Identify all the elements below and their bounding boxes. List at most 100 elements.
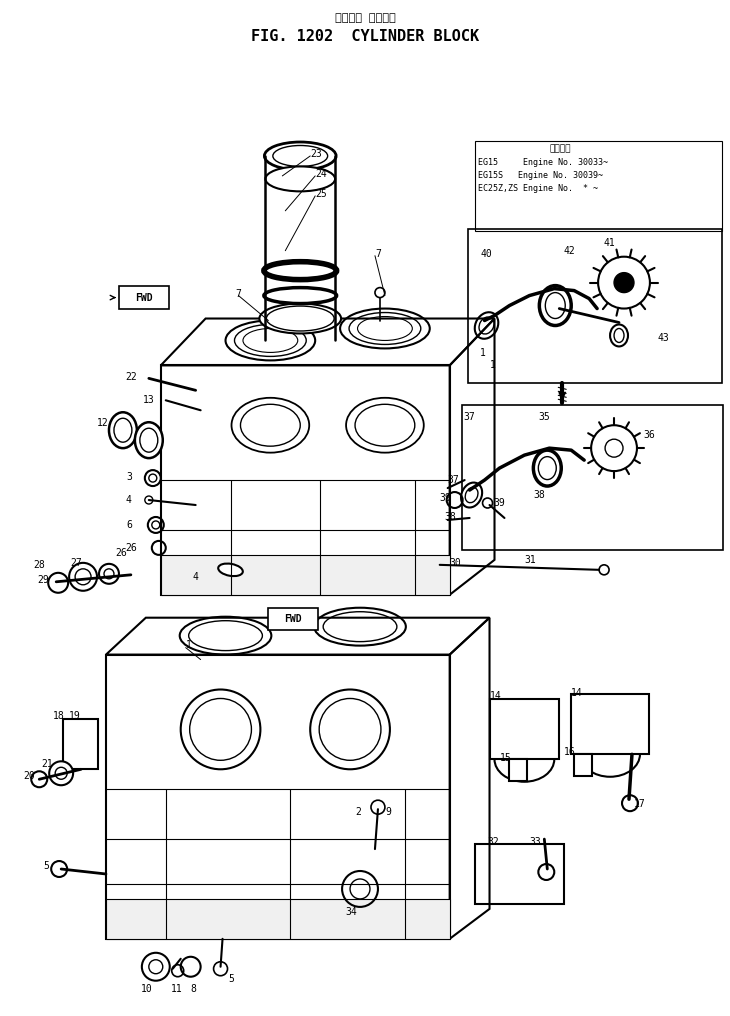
Text: 3: 3 — [126, 472, 132, 483]
Text: 43: 43 — [658, 333, 669, 343]
Text: シリンダ ブロック: シリンダ ブロック — [334, 13, 396, 23]
Circle shape — [591, 426, 637, 471]
Text: 30: 30 — [450, 558, 461, 568]
Ellipse shape — [114, 419, 132, 442]
Text: 適用号機: 適用号機 — [549, 144, 571, 153]
Text: 15: 15 — [499, 753, 511, 763]
Ellipse shape — [614, 328, 624, 342]
Text: 19: 19 — [69, 711, 81, 721]
Text: 18: 18 — [53, 711, 65, 721]
Ellipse shape — [218, 564, 243, 576]
Text: 5: 5 — [43, 861, 49, 871]
Text: 10: 10 — [141, 983, 153, 994]
Polygon shape — [490, 699, 559, 759]
Circle shape — [99, 564, 119, 584]
Ellipse shape — [538, 456, 556, 480]
Text: 41: 41 — [603, 238, 615, 248]
Text: 26: 26 — [125, 543, 137, 553]
Bar — [510, 759, 527, 781]
Circle shape — [69, 563, 97, 590]
Text: 5: 5 — [228, 973, 234, 983]
Text: 29: 29 — [37, 575, 49, 585]
Circle shape — [51, 861, 67, 877]
Text: 26: 26 — [115, 548, 127, 558]
Circle shape — [142, 953, 170, 980]
Circle shape — [149, 960, 163, 973]
Text: 7: 7 — [236, 289, 242, 299]
Circle shape — [75, 569, 91, 585]
Circle shape — [483, 498, 493, 508]
Ellipse shape — [109, 412, 137, 448]
Text: 35: 35 — [539, 412, 550, 423]
Text: 28: 28 — [34, 560, 45, 570]
Circle shape — [145, 470, 161, 486]
Text: FWD: FWD — [285, 614, 302, 624]
Text: 16: 16 — [564, 748, 576, 757]
Text: 32: 32 — [488, 837, 499, 847]
Circle shape — [598, 257, 650, 309]
Ellipse shape — [461, 483, 482, 508]
Ellipse shape — [474, 312, 499, 338]
Ellipse shape — [259, 304, 341, 333]
Text: 1: 1 — [490, 361, 496, 371]
Bar — [474, 844, 564, 904]
Text: 11: 11 — [171, 983, 182, 994]
Text: 20: 20 — [23, 771, 35, 781]
Bar — [468, 229, 722, 383]
Text: 21: 21 — [41, 759, 53, 769]
Bar — [461, 405, 723, 550]
Text: EC25Z,ZS Engine No.  * ~: EC25Z,ZS Engine No. * ~ — [477, 184, 598, 193]
Text: 17: 17 — [634, 800, 646, 809]
Circle shape — [31, 771, 47, 787]
Text: 38: 38 — [534, 490, 545, 500]
Text: 37: 37 — [464, 412, 475, 423]
Text: 13: 13 — [143, 395, 155, 405]
Polygon shape — [161, 555, 450, 594]
Circle shape — [149, 474, 157, 482]
Text: 12: 12 — [97, 419, 109, 429]
Ellipse shape — [479, 317, 494, 334]
Text: 8: 8 — [191, 983, 196, 994]
Circle shape — [55, 767, 67, 779]
Text: 4: 4 — [126, 495, 132, 505]
Text: 1: 1 — [480, 348, 485, 359]
Text: 34: 34 — [345, 907, 357, 916]
Bar — [575, 754, 592, 776]
Bar — [64, 719, 98, 769]
Bar — [474, 141, 722, 231]
Ellipse shape — [610, 324, 628, 346]
Text: FIG. 1202  CYLINDER BLOCK: FIG. 1202 CYLINDER BLOCK — [251, 29, 479, 45]
Circle shape — [605, 439, 623, 457]
Circle shape — [49, 761, 73, 785]
Text: 14: 14 — [571, 688, 583, 698]
Ellipse shape — [135, 423, 163, 458]
Text: EG15     Engine No. 30033~: EG15 Engine No. 30033~ — [477, 157, 607, 167]
Text: 38: 38 — [445, 512, 456, 522]
Circle shape — [104, 569, 114, 579]
Text: 2: 2 — [355, 807, 361, 817]
Ellipse shape — [266, 167, 335, 191]
Text: 39: 39 — [439, 493, 451, 503]
Text: 9: 9 — [385, 807, 391, 817]
Ellipse shape — [534, 450, 561, 486]
Text: EG15S   Engine No. 30039~: EG15S Engine No. 30039~ — [477, 171, 602, 180]
Ellipse shape — [539, 285, 571, 325]
Text: 36: 36 — [643, 430, 655, 440]
Text: 14: 14 — [490, 692, 502, 701]
Ellipse shape — [264, 142, 336, 170]
Text: 4: 4 — [193, 572, 199, 582]
Text: 39: 39 — [493, 498, 505, 508]
Polygon shape — [119, 285, 169, 309]
Ellipse shape — [273, 145, 328, 167]
Text: 27: 27 — [70, 558, 82, 568]
Text: 7: 7 — [375, 249, 381, 259]
Text: 1: 1 — [185, 640, 191, 649]
Polygon shape — [571, 695, 649, 754]
Text: 37: 37 — [447, 475, 459, 485]
Text: 31: 31 — [524, 555, 536, 565]
Circle shape — [48, 573, 68, 592]
Text: 22: 22 — [125, 373, 137, 382]
Text: FWD: FWD — [135, 293, 153, 303]
Polygon shape — [106, 899, 450, 939]
Ellipse shape — [140, 428, 158, 452]
